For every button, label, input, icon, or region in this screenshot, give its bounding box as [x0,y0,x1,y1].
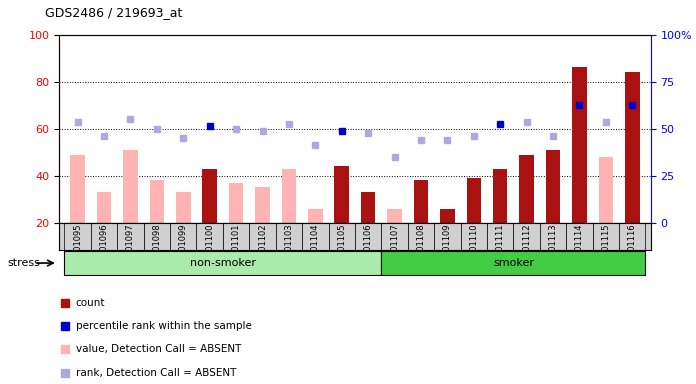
Bar [65,223,91,250]
Text: GSM101111: GSM101111 [496,223,505,274]
Bar [567,223,593,250]
Bar [229,183,244,223]
Bar [335,166,349,223]
Text: GSM101113: GSM101113 [548,223,557,274]
Bar [65,251,381,275]
Bar [117,223,143,250]
Text: GSM101105: GSM101105 [338,223,346,274]
Text: GSM101096: GSM101096 [100,223,109,274]
Text: GSM101099: GSM101099 [179,223,188,274]
Bar [361,192,375,223]
Bar [461,223,487,250]
Text: GSM101110: GSM101110 [469,223,478,274]
Bar [308,209,323,223]
Text: GSM101100: GSM101100 [205,223,214,274]
Bar [625,72,640,223]
Text: percentile rank within the sample: percentile rank within the sample [76,321,251,331]
Text: GSM101103: GSM101103 [285,223,294,274]
Bar [572,68,587,223]
Bar [408,223,434,250]
Bar [91,223,117,250]
Bar [143,223,170,250]
Text: stress: stress [7,258,40,268]
Text: GSM101107: GSM101107 [390,223,399,274]
Text: non-smoker: non-smoker [190,258,256,268]
Bar [466,178,481,223]
Text: GSM101108: GSM101108 [416,223,425,274]
Text: GSM101101: GSM101101 [232,223,241,274]
Text: count: count [76,298,105,308]
Bar [413,180,428,223]
Bar [150,180,164,223]
Bar [276,223,302,250]
Bar [487,223,514,250]
Text: GSM101114: GSM101114 [575,223,584,274]
Text: GSM101095: GSM101095 [73,223,82,274]
Text: GSM101102: GSM101102 [258,223,267,274]
Text: GSM101106: GSM101106 [364,223,372,274]
Bar [196,223,223,250]
Bar [223,223,249,250]
Bar [302,223,329,250]
Bar [170,223,196,250]
Bar [381,223,408,250]
Bar [282,169,296,223]
Bar [203,169,217,223]
Bar [381,251,645,275]
Bar [493,169,507,223]
Text: value, Detection Call = ABSENT: value, Detection Call = ABSENT [76,344,241,354]
Bar [619,223,645,250]
Text: GSM101098: GSM101098 [152,223,161,274]
Bar [387,209,402,223]
Bar [593,223,619,250]
Bar [255,187,270,223]
Bar [546,150,560,223]
Text: GSM101109: GSM101109 [443,223,452,274]
Bar [355,223,381,250]
Text: GSM101097: GSM101097 [126,223,135,274]
Text: GDS2486 / 219693_at: GDS2486 / 219693_at [45,6,182,19]
Bar [540,223,567,250]
Bar [514,223,540,250]
Bar [123,150,138,223]
Bar [97,192,111,223]
Text: rank, Detection Call = ABSENT: rank, Detection Call = ABSENT [76,368,236,378]
Bar [249,223,276,250]
Bar [70,154,85,223]
Bar [440,209,454,223]
Bar [176,192,191,223]
Text: GSM101115: GSM101115 [601,223,610,274]
Text: GSM101112: GSM101112 [522,223,531,274]
Text: GSM101116: GSM101116 [628,223,637,274]
Bar [434,223,461,250]
Text: GSM101104: GSM101104 [311,223,320,274]
Bar [519,154,534,223]
Text: smoker: smoker [493,258,534,268]
Bar [329,223,355,250]
Bar [599,157,613,223]
